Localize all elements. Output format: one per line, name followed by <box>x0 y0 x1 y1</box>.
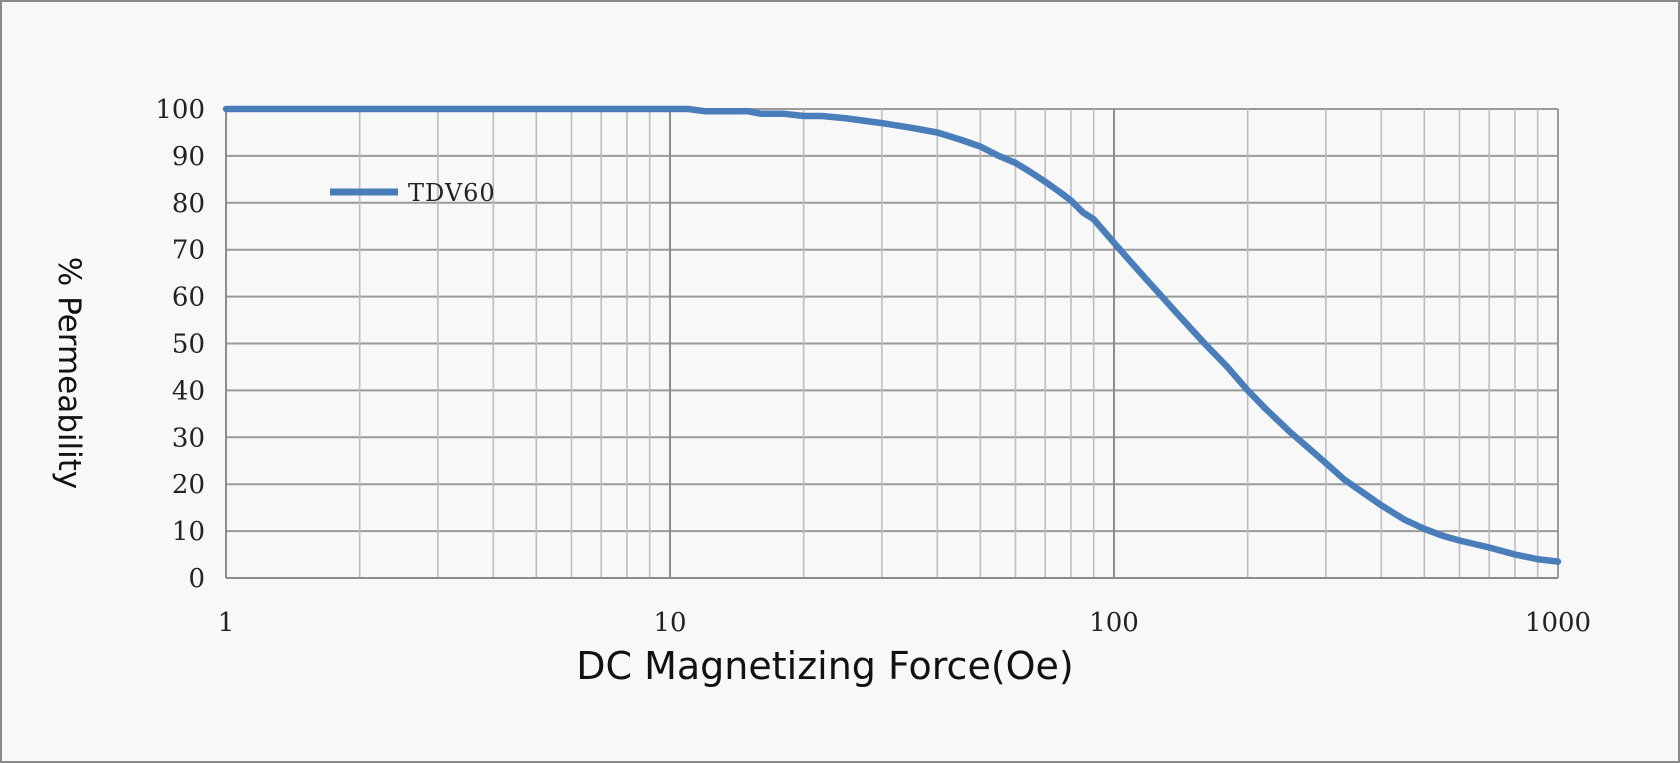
y-axis-label: % Permeability <box>51 257 87 489</box>
y-tick-label-0: 0 <box>188 564 205 594</box>
legend: TDV60 <box>330 179 496 207</box>
x-tick-label-10: 10 <box>653 608 686 638</box>
y-tick-label-20: 20 <box>172 470 205 500</box>
y-tick-label-70: 70 <box>172 236 205 266</box>
y-axis-ticks: 0 10 20 30 40 50 60 70 80 90 100 <box>155 95 205 594</box>
x-tick-label-1000: 1000 <box>1525 608 1591 638</box>
y-tick-label-90: 90 <box>172 142 205 172</box>
y-tick-label-40: 40 <box>172 376 205 406</box>
series-line-tdv60 <box>222 105 1562 565</box>
x-axis-label: DC Magnetizing Force(Oe) <box>576 644 1074 688</box>
x-tick-label-100: 100 <box>1089 608 1139 638</box>
x-tick-label-1: 1 <box>218 608 235 638</box>
y-tick-label-10: 10 <box>172 517 205 547</box>
y-tick-label-100: 100 <box>155 95 205 125</box>
x-axis-ticks: 1 10 100 1000 <box>218 608 1591 638</box>
y-tick-label-80: 80 <box>172 189 205 219</box>
legend-label-tdv60: TDV60 <box>408 179 496 207</box>
series-layer <box>222 105 1562 565</box>
y-tick-label-60: 60 <box>172 283 205 313</box>
y-tick-label-50: 50 <box>172 330 205 360</box>
grid <box>225 108 1559 579</box>
y-tick-label-30: 30 <box>172 423 205 453</box>
